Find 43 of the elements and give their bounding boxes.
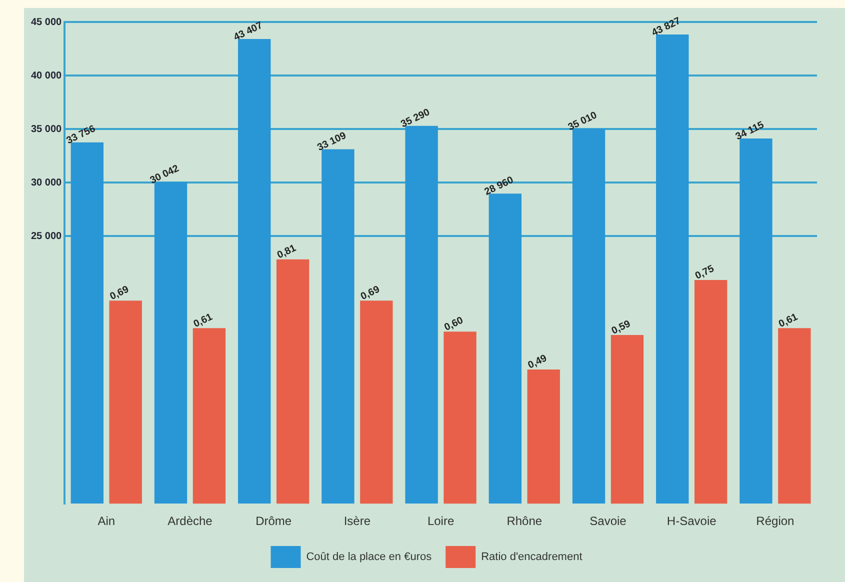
x-tick-label: Savoie (590, 514, 627, 528)
x-tick-label: Drôme (256, 514, 292, 528)
bar (238, 39, 271, 504)
data-label: 30 042 (148, 163, 182, 186)
bar (405, 126, 438, 504)
data-label: 34 115 (734, 120, 766, 143)
x-tick-label: H-Savoie (666, 514, 717, 528)
y-tick-label: 40 000 (30, 70, 62, 82)
data-label: 0,69 (359, 284, 382, 303)
bar (656, 34, 689, 504)
legend-label: Ratio d'encadrement (481, 551, 582, 564)
y-tick-label: 35 000 (30, 124, 62, 135)
x-tick-label: Région (756, 514, 794, 528)
data-label: 0,60 (442, 314, 466, 334)
x-tick-label: Ardèche (168, 514, 213, 528)
y-tick-label: 25 000 (30, 230, 62, 242)
bar (488, 194, 522, 504)
data-label: 43 827 (650, 15, 683, 39)
data-label: 0,61 (777, 312, 800, 330)
x-tick-label: Ain (98, 514, 116, 528)
data-label: 33 756 (64, 123, 98, 147)
data-label: 43 407 (232, 20, 265, 44)
bar (70, 142, 104, 504)
data-label: 0,81 (276, 242, 298, 262)
bar (572, 128, 606, 504)
x-tick-label: Rhône (506, 514, 542, 528)
data-label: 28 960 (482, 174, 516, 198)
bar (322, 149, 354, 504)
y-tick-label: 45 000 (30, 16, 62, 28)
bar (154, 182, 188, 504)
legend-label: Coût de la place en €uros (306, 551, 432, 564)
data-label: 0,49 (526, 352, 550, 372)
bar (740, 138, 772, 504)
data-label: 0,69 (108, 284, 132, 303)
data-label: 33 109 (316, 130, 348, 154)
y-tick-label: 30 000 (30, 177, 62, 188)
data-label: 0,59 (610, 318, 633, 337)
data-label: 35 010 (566, 110, 600, 134)
x-tick-label: Isère (344, 514, 371, 528)
data-label: 35 290 (399, 106, 432, 130)
data-label: 0,75 (694, 263, 716, 282)
x-tick-label: Loire (427, 514, 454, 528)
data-label: 0,61 (192, 312, 215, 330)
